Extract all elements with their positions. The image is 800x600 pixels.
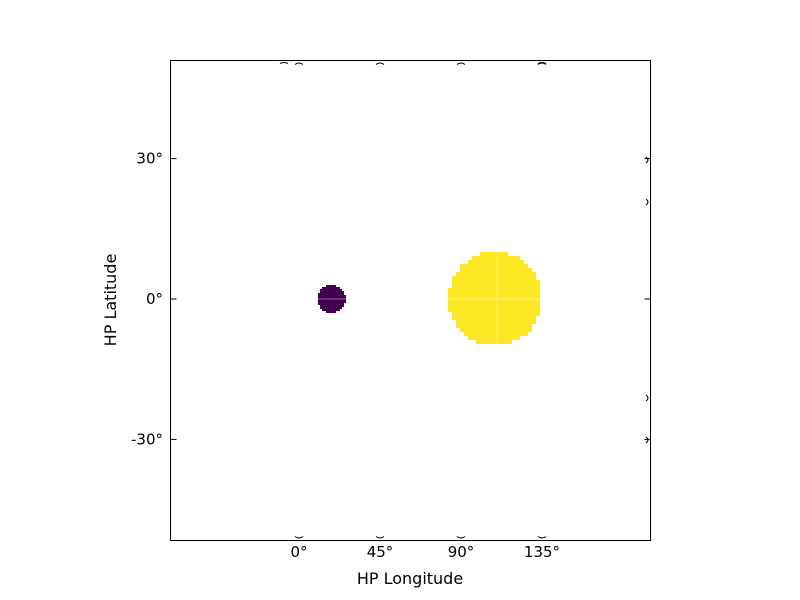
large-disk [448,252,542,344]
x-axis-ticks: 0° 45° 90° 135° [290,62,560,561]
small-disk-row [326,311,336,313]
x-tick-mark-top [294,62,304,65]
x-tick-label: 45° [367,543,394,561]
large-disk-row [472,256,520,260]
small-disk-row [322,287,340,289]
x-tick-mark-top [537,62,547,65]
large-disk-row [468,260,524,264]
large-disk-row [468,336,520,340]
small-disk-row [320,291,344,293]
large-disk-row [452,284,540,288]
edge-mark-right [645,198,649,206]
y-tick-label: -30° [131,430,163,448]
large-disk-row [448,300,540,304]
x-tick-mark-top [375,62,385,65]
edge-mark-right [645,156,649,164]
y-tick: -30° [131,430,651,448]
x-tick-label: 0° [290,543,307,561]
small-disk-row [320,289,342,291]
x-tick: 135° [524,62,560,561]
edge-mark-right [645,436,649,444]
large-disk-row [460,264,528,268]
small-disk-row [322,309,340,311]
edge-marks [279,62,649,444]
edge-mark-top [279,62,289,64]
y-axis-label: HP Latitude [101,254,120,347]
large-disk-row [456,320,536,324]
x-tick: 90° [448,62,475,561]
large-disk-row [448,304,540,308]
small-disk-row [318,297,346,299]
x-tick: 45° [367,62,394,561]
large-disk-row [448,308,540,312]
small-disk-row [318,301,346,303]
small-disk-row [320,305,344,307]
x-tick: 0° [290,62,308,561]
large-disk-row [452,276,536,280]
edge-mark-right [645,394,649,402]
y-tick-label: 0° [146,290,163,308]
large-disk-row [464,332,528,336]
large-disk-row [448,296,540,300]
large-disk-row [452,312,540,316]
large-disk-row [448,292,540,296]
x-tick-mark [294,536,304,539]
x-tick-mark [375,536,385,539]
y-axis-ticks: 30° 0° -30° [131,150,651,448]
x-tick-label: 135° [524,543,560,561]
large-disk-row [460,328,532,332]
large-disk-row [476,340,512,344]
small-disk-row [320,307,342,309]
x-tick-mark [456,536,466,539]
plot-area: 0° 45° 90° 135° 30° 0° -30° [131,60,651,561]
plot-frame [170,60,651,541]
large-disk-row [452,280,540,284]
small-disk-row [326,285,336,287]
x-tick-mark-top [456,62,466,65]
y-tick: 30° [136,150,651,168]
large-disk-row [448,288,540,292]
large-disk-row [460,268,532,272]
x-tick-label: 90° [448,543,475,561]
small-disk-row [318,299,346,301]
x-axis-label: HP Longitude [357,569,463,588]
large-disk-row [480,252,508,256]
small-disk-row [318,295,346,297]
y-tick: 0° [146,290,651,308]
large-disk-row [452,316,536,320]
small-disk-row [318,293,344,295]
small-disk-row [318,303,344,305]
features-layer [317,252,542,344]
x-tick-mark [537,536,547,539]
large-disk-row [456,324,532,328]
small-disk [317,285,346,313]
y-tick-label: 30° [136,150,163,168]
large-disk-row [456,272,536,276]
